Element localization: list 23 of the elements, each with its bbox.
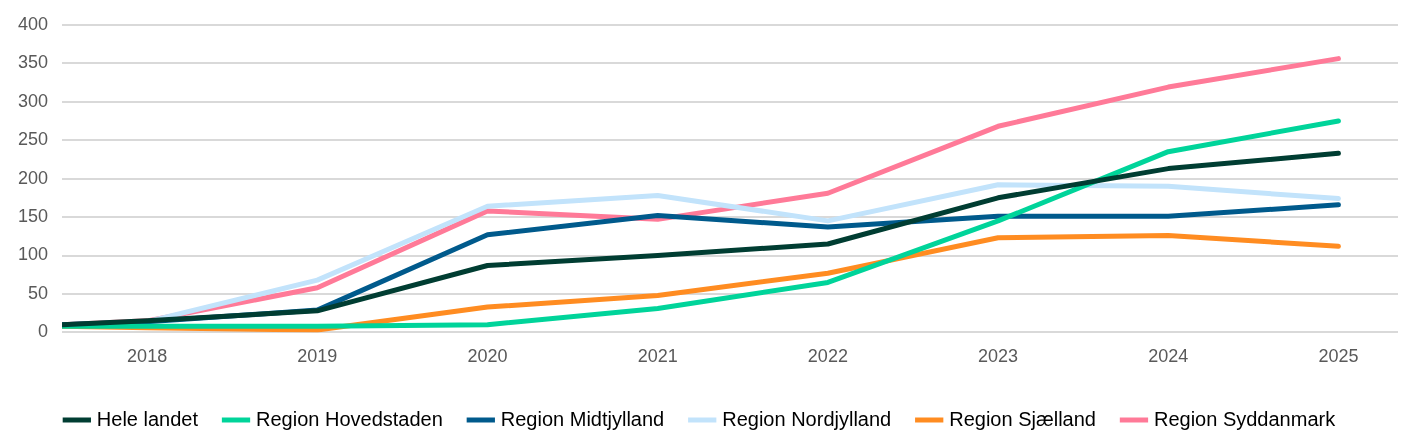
y-tick-label: 300 xyxy=(17,90,49,111)
y-tick-label: 150 xyxy=(17,206,49,227)
legend-label: Region Hovedstaden xyxy=(256,407,443,430)
y-tick-label: 50 xyxy=(28,282,49,303)
y-tick-label: 100 xyxy=(17,244,49,265)
x-tick-label: 2022 xyxy=(807,346,848,367)
x-tick-label: 2020 xyxy=(467,346,508,367)
legend-label: Region Nordjylland xyxy=(722,407,892,430)
x-tick-label: 2024 xyxy=(1148,346,1189,367)
legend-label: Region Syddanmark xyxy=(1153,407,1337,430)
x-tick-label: 2023 xyxy=(978,346,1019,367)
x-tick-label: 2025 xyxy=(1318,346,1359,367)
legend-label: Region Sjælland xyxy=(949,407,1096,430)
y-tick-label: 400 xyxy=(17,13,49,34)
x-tick-label: 2019 xyxy=(297,346,338,367)
y-tick-label: 200 xyxy=(17,167,49,188)
y-tick-label: 250 xyxy=(17,129,49,150)
legend-label: Region Midtjylland xyxy=(500,407,665,430)
y-tick-label: 350 xyxy=(17,52,49,73)
x-tick-label: 2021 xyxy=(637,346,678,367)
x-tick-label: 2018 xyxy=(127,346,168,367)
legend-label: Hele landet xyxy=(96,407,199,430)
y-tick-label: 0 xyxy=(38,321,49,342)
